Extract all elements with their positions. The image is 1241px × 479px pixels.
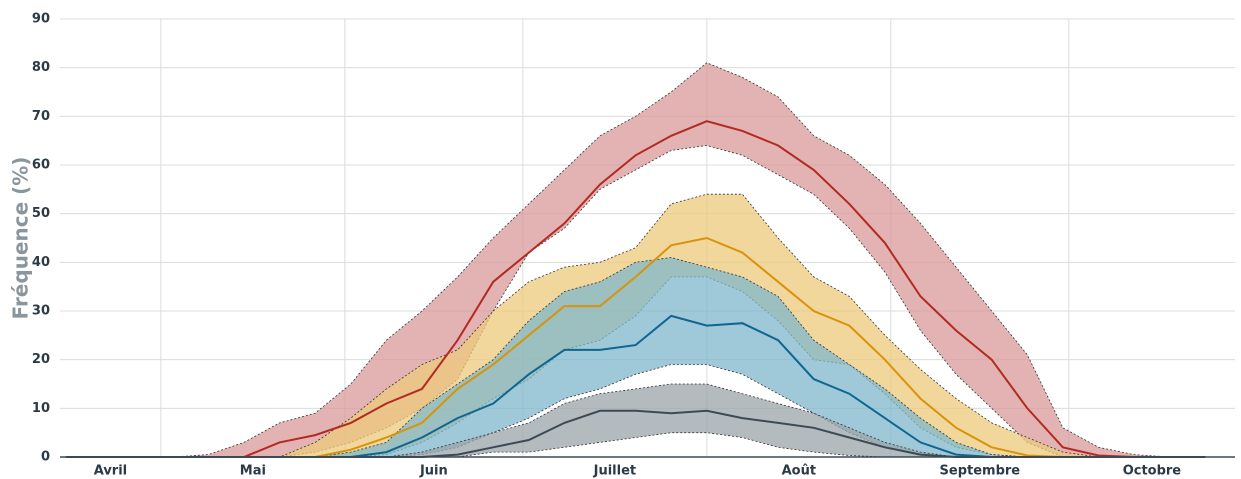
y-tick-label: 70 [32,109,50,124]
x-tick-label: Avril [94,464,127,479]
band [65,257,1206,457]
y-tick-label: 40 [32,255,50,270]
y-tick-label: 10 [32,401,50,416]
line [65,120,1206,458]
band-edge [65,62,1206,458]
x-tick-label: Octobre [1123,464,1182,479]
band [65,194,1206,457]
y-tick-label: 90 [32,12,50,27]
x-tick-label: Septembre [940,464,1021,479]
x-tick-label: Août [782,464,816,479]
y-tick-label: 20 [32,352,50,367]
band [65,62,1206,458]
y-tick-label: 0 [41,450,50,465]
y-axis-label: Fréquence (%) [9,157,33,320]
x-tick-label: Mai [240,464,266,479]
y-tick-label: 80 [32,60,50,75]
band [65,384,1206,457]
x-tick-label: Juin [419,464,448,479]
y-tick-label: 60 [32,158,50,173]
x-tick-label: Juillet [593,464,637,479]
y-tick-label: 50 [32,206,50,221]
y-tick-label: 30 [32,304,50,319]
